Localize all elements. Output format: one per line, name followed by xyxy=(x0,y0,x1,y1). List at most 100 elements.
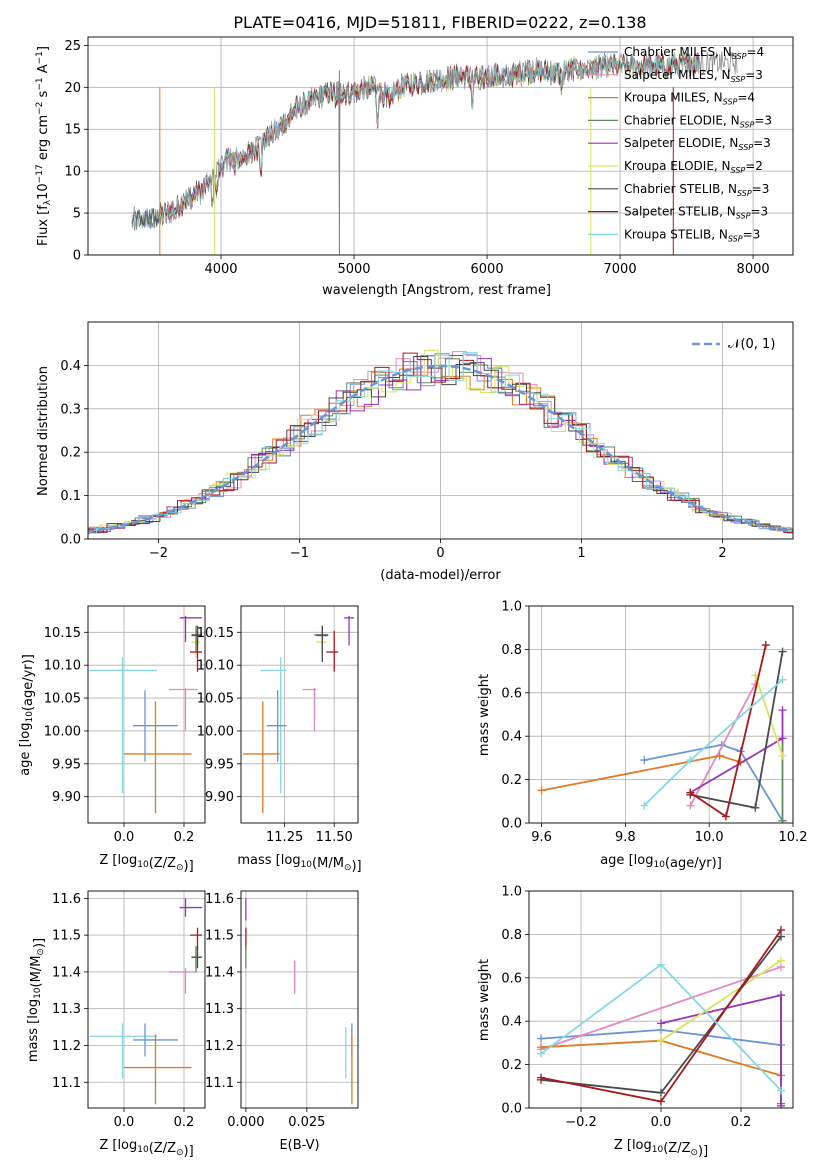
y-tick-label: 0.4 xyxy=(60,359,81,374)
y-tick-label: 10.05 xyxy=(44,692,81,707)
series-line xyxy=(660,994,782,1106)
x-tick-label: 11.50 xyxy=(316,830,353,845)
x-axis-label: age [log10(age/yr)] xyxy=(600,853,722,871)
weight-lines xyxy=(537,926,785,1108)
errorbar-kroupa_miles xyxy=(242,701,280,814)
axes-age_vs_z: 0.0 0.2 9.90 9.95 10.00 10.05 10.10 10.15 Z [log… xyxy=(18,605,206,874)
series-marker xyxy=(686,756,695,765)
spectrum-lines xyxy=(131,51,738,255)
figure-title: PLATE=0416, MJD=51811, FIBERID=0222, z=0… xyxy=(233,13,646,32)
histograms xyxy=(88,349,793,535)
errorbar-kroupa_miles xyxy=(124,1034,192,1105)
y-tick-label: 11.4 xyxy=(52,965,81,980)
x-axis-label: (data-model)/error xyxy=(380,568,501,583)
axes-frame xyxy=(240,605,359,824)
series-marker xyxy=(777,1086,785,1095)
axes-mass_vs_ebv: 0.000 0.025 11.1 11.2 11.3 11.4 11.5 11.6 E(B-V) xyxy=(205,890,359,1153)
y-axis-label: mass weight xyxy=(477,674,492,756)
series-marker xyxy=(657,1097,665,1106)
errorbar-salpeter_stelib xyxy=(190,927,202,950)
y-axis-label: mass weight xyxy=(477,959,492,1041)
x-tick-label: 0.0 xyxy=(114,1115,135,1130)
axes-frame xyxy=(87,321,794,540)
legend-label-chabrier_elodie: Chabrier ELODIE, NSSP=3 xyxy=(624,113,772,129)
y-tick-label: 11.5 xyxy=(52,929,81,944)
errorbars xyxy=(245,898,353,1105)
axes-frame xyxy=(87,36,794,256)
legend-label-chabrier_miles: Chabrier MILES, NSSP=4 xyxy=(624,45,764,61)
series-marker xyxy=(761,641,770,650)
errorbar-kroupa_miles xyxy=(124,701,192,814)
y-tick-label: 10.05 xyxy=(197,692,234,707)
legend-label-kroupa_miles: Kroupa MILES, NSSP=4 xyxy=(624,91,755,107)
x-tick-label: 6000 xyxy=(471,262,504,277)
y-tick-label: 11.2 xyxy=(205,1039,234,1054)
y-tick-label: 0.4 xyxy=(501,730,522,745)
plot-area-age_vs_mass xyxy=(241,606,358,823)
axes-weight_vs_z: −0.2 0.0 0.2 0.0 0.2 0.4 0.6 0.8 1.0 Z [log10(Z/Z… xyxy=(477,885,794,1159)
legend-label-chabrier_stelib: Chabrier STELIB, NSSP=3 xyxy=(624,182,769,198)
y-tick-label: 0.1 xyxy=(60,489,81,504)
x-axis-label: Z [log10(Z/Z⊙)] xyxy=(99,853,193,874)
series-marker xyxy=(537,1034,545,1043)
series-salpeter_stelib xyxy=(686,641,770,821)
series-marker xyxy=(640,801,649,810)
errorbar-kroupa_stelib xyxy=(89,657,157,794)
errorbar-salpeter_elodie xyxy=(344,615,355,646)
x-tick-label: 2 xyxy=(718,546,726,561)
y-tick-label: 9.90 xyxy=(52,790,81,805)
axes-age_vs_mass: 11.25 11.50 9.90 9.95 10.00 10.05 10.10 10.15 ma… xyxy=(197,605,362,874)
spectrum-model-salpeter_stelib xyxy=(158,52,700,221)
x-tick-label: 9.6 xyxy=(531,830,552,845)
y-tick-label: 25 xyxy=(64,39,81,54)
x-tick-label: −2 xyxy=(149,546,168,561)
x-tick-label: 0.2 xyxy=(174,830,195,845)
errorbar-chabrier_stelib xyxy=(191,946,202,969)
series-marker xyxy=(778,816,787,823)
weight-lines xyxy=(537,641,787,823)
errorbar-chabrier_elodie xyxy=(191,625,201,653)
y-axis-label: Flux [fλ10−17 erg cm−2 s−1 A−1] xyxy=(35,46,53,246)
histogram-salpeter_stelib xyxy=(88,352,793,533)
series-marker xyxy=(537,786,546,795)
x-tick-label: 0.025 xyxy=(288,1115,325,1130)
plot-area-spectrum xyxy=(88,37,793,255)
y-tick-label: 11.5 xyxy=(205,929,234,944)
series-kroupa_miles xyxy=(537,751,745,795)
x-tick-label: 0.2 xyxy=(174,1115,195,1130)
y-tick-label: 11.6 xyxy=(205,892,234,907)
x-axis-label: mass [log10(M/M⊙)] xyxy=(237,853,361,874)
axes-frame xyxy=(87,605,206,824)
grid-mass_vs_ebv xyxy=(241,891,358,1108)
series-line xyxy=(754,675,784,756)
legend-residuals: 𝒩(0, 1) xyxy=(692,337,775,352)
errorbar-kroupa_stelib xyxy=(89,1023,157,1079)
axes-frame xyxy=(528,605,794,824)
x-tick-label: 0.2 xyxy=(731,1115,752,1130)
legend-label-kroupa_stelib: Kroupa STELIB, NSSP=3 xyxy=(624,227,760,243)
legend-label-salpeter_miles: Salpeter MILES, NSSP=3 xyxy=(624,68,763,84)
errorbar-salpeter_miles xyxy=(302,688,317,731)
x-axis-label: Z [log10(Z/Z⊙)] xyxy=(614,1138,708,1159)
y-axis-label: mass [log10(M/M⊙)] xyxy=(26,938,47,1062)
y-axis-label: Normed distribution xyxy=(36,366,51,496)
errorbars xyxy=(242,615,355,814)
y-tick-label: 0.8 xyxy=(501,928,522,943)
errorbar-chabrier_stelib xyxy=(314,625,329,662)
series-marker xyxy=(777,1101,785,1108)
x-tick-label: 11.25 xyxy=(266,830,303,845)
series-kroupa_elodie xyxy=(657,956,785,1045)
axes-residuals: −2 −1 0 1 2 0.0 0.1 0.2 0.3 0.4 (data-model)/error… xyxy=(36,321,794,583)
y-tick-label: 20 xyxy=(64,81,81,96)
plot-area-weight_vs_age xyxy=(529,606,793,823)
y-tick-label: 0.6 xyxy=(501,971,522,986)
series-marker xyxy=(686,788,695,797)
series-marker xyxy=(657,1019,665,1028)
grid-age_vs_z xyxy=(88,606,205,823)
y-tick-label: 0.0 xyxy=(60,533,81,548)
x-tick-label: −0.2 xyxy=(565,1115,597,1130)
errorbar-salpeter_stelib xyxy=(326,630,339,672)
plot-area-mass_vs_z xyxy=(88,891,205,1108)
y-tick-label: 10.15 xyxy=(197,626,234,641)
errorbars xyxy=(89,615,202,814)
